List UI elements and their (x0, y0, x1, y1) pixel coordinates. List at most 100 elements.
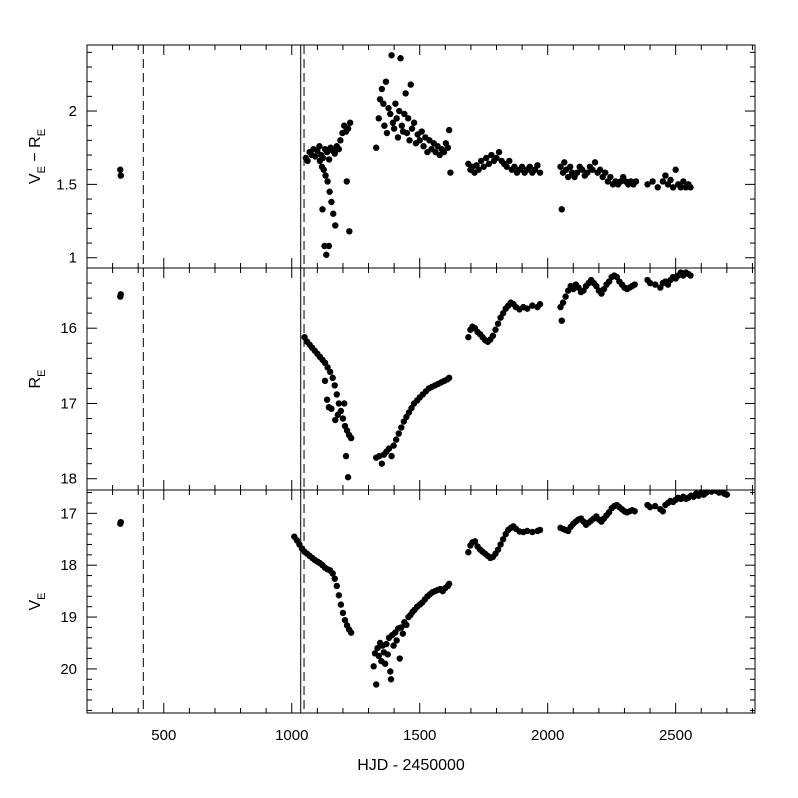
data-point-V (646, 503, 654, 511)
data-point-R (651, 281, 659, 288)
data-point-color (389, 119, 397, 126)
data-point-color (378, 85, 386, 93)
data-point-color (396, 107, 403, 115)
data-point-R (445, 374, 453, 382)
data-point-V (524, 527, 531, 535)
data-point-color (654, 184, 661, 191)
data-point-color (584, 169, 591, 176)
data-point-color (440, 148, 448, 156)
data-point-V (651, 502, 659, 510)
y-tick-label-color: 1.5 (56, 176, 77, 193)
data-point-V (333, 582, 340, 590)
data-point-R (344, 474, 352, 481)
data-point-color (388, 52, 395, 59)
data-point-color (380, 100, 387, 107)
y-tick-label-R: 16 (60, 320, 77, 337)
data-point-color (558, 206, 565, 213)
data-point-color (680, 178, 687, 185)
data-point-color (444, 144, 452, 151)
series-color (117, 52, 694, 258)
data-point-color (382, 78, 390, 85)
data-point-V (383, 640, 390, 648)
y-tick-label-V: 19 (60, 609, 77, 626)
data-point-color (420, 143, 427, 150)
data-point-color (337, 137, 344, 144)
data-point-R (331, 382, 338, 389)
data-point-color (328, 198, 335, 206)
data-point-R (559, 299, 567, 306)
x-tick-label: 1000 (275, 727, 308, 744)
data-point-color (381, 122, 388, 129)
data-point-R (465, 334, 472, 341)
data-point-color (304, 157, 311, 165)
data-point-color (644, 181, 651, 188)
data-point-color (397, 55, 404, 62)
data-point-color (677, 184, 684, 191)
data-point-R (392, 436, 400, 443)
data-point-V (335, 592, 343, 599)
y-tick-label-V: 18 (60, 557, 77, 574)
data-point-color (536, 169, 544, 176)
data-point-color (390, 125, 398, 132)
data-point-color (557, 163, 564, 170)
data-point-V (370, 663, 377, 670)
data-point-R (342, 452, 350, 460)
data-point-R (378, 460, 386, 467)
data-point-color (346, 228, 353, 235)
y-tick-label-R: 17 (60, 395, 77, 412)
data-point-color (407, 81, 414, 88)
data-point-R (687, 272, 694, 279)
data-point-color (332, 222, 339, 229)
data-point-color (325, 156, 333, 163)
data-point-color (316, 157, 324, 165)
data-point-color (485, 160, 493, 168)
data-point-color (117, 172, 124, 179)
data-point-color (659, 178, 667, 185)
data-points (117, 52, 731, 688)
data-point-V (337, 601, 345, 608)
data-point-color (534, 162, 541, 169)
data-point-color (401, 110, 408, 118)
data-point-color (687, 184, 694, 191)
data-point-R (341, 400, 348, 407)
data-point-color (324, 178, 331, 185)
data-point-color (398, 122, 406, 129)
data-point-color (335, 145, 343, 153)
y-tick-label-color: 2 (69, 103, 77, 120)
x-tick-label: 1500 (403, 727, 436, 744)
data-point-V (117, 518, 124, 526)
data-point-color (316, 143, 323, 150)
data-point-color (325, 242, 333, 250)
data-point-V (381, 660, 389, 667)
event-markers (142, 45, 305, 713)
data-point-color (323, 251, 330, 258)
data-point-color (669, 184, 677, 191)
y-axis-label-R: RE (27, 370, 48, 389)
data-point-V (445, 580, 453, 588)
data-point-V (393, 637, 400, 644)
data-point-color (402, 90, 409, 97)
data-point-R (339, 415, 347, 422)
data-point-color (326, 188, 333, 195)
data-point-R (536, 300, 544, 308)
data-point-R (323, 396, 331, 403)
data-point-color (405, 115, 412, 122)
data-point-V (499, 536, 507, 543)
data-point-R (332, 416, 339, 424)
data-point-R (328, 405, 335, 412)
data-point-color (518, 163, 526, 170)
data-point-V (341, 616, 349, 624)
y-tick-label-V: 17 (60, 505, 77, 522)
data-point-color (331, 150, 338, 157)
data-point-V (659, 508, 667, 515)
data-point-R (398, 424, 405, 431)
data-point-R (646, 279, 654, 287)
data-point-color (447, 169, 454, 176)
data-point-color (375, 115, 382, 122)
data-point-V (396, 655, 403, 662)
x-tick-label: 500 (151, 727, 176, 744)
data-point-color (392, 100, 399, 107)
data-point-color (488, 151, 495, 159)
data-point-R (326, 368, 334, 376)
